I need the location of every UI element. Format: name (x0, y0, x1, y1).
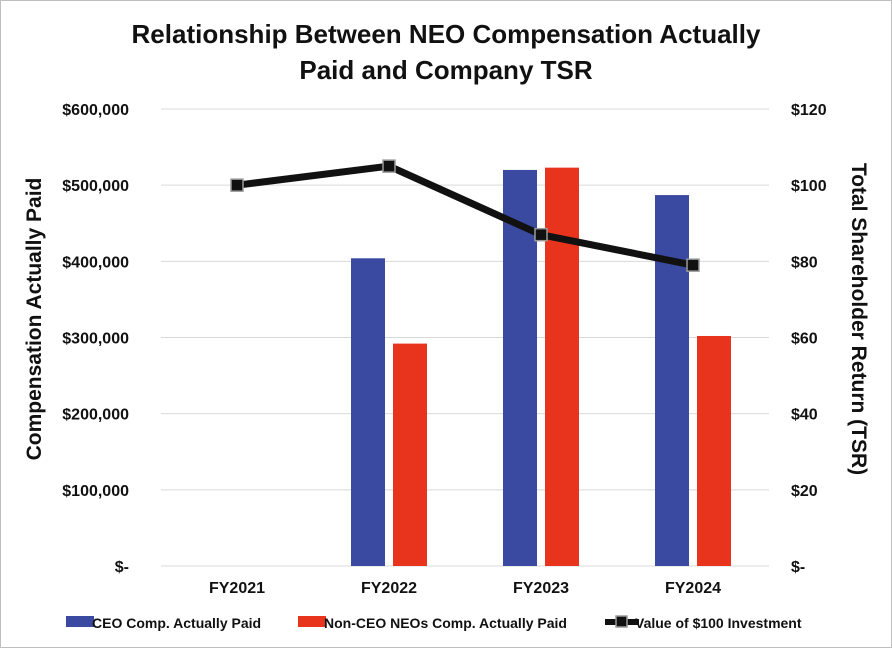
legend-label-non-ceo: Non-CEO NEOs Comp. Actually Paid (324, 615, 567, 631)
x-axis-ticks: FY2021 FY2022 FY2023 FY2024 (209, 580, 721, 597)
x-tick-label: FY2022 (361, 580, 417, 597)
legend-swatch-non-ceo (298, 616, 326, 627)
legend-marker-tsr (615, 615, 628, 628)
left-axis-title: Compensation Actually Paid (23, 178, 46, 461)
right-axis-title: Total Shareholder Return (TSR) (847, 163, 870, 475)
legend: CEO Comp. Actually Paid Non-CEO NEOs Com… (66, 615, 802, 631)
ceo-bar-fy2022 (351, 258, 385, 566)
tsr-line (236, 162, 694, 269)
x-tick-label: FY2023 (513, 580, 569, 597)
right-tick-label: $100 (791, 178, 827, 195)
right-axis-ticks: $- $20 $40 $60 $80 $100 $120 (791, 102, 827, 576)
legend-label-ceo: CEO Comp. Actually Paid (92, 615, 261, 631)
x-tick-label: FY2024 (665, 580, 721, 597)
tsr-marker-fy2024 (686, 258, 700, 272)
chart-title-line-1: Relationship Between NEO Compensation Ac… (132, 19, 761, 49)
left-tick-label: $500,000 (62, 178, 129, 195)
right-tick-label: $80 (791, 254, 818, 271)
ceo-bar-fy2024 (655, 195, 689, 566)
left-tick-label: $- (115, 559, 129, 576)
tsr-marker-fy2023 (534, 227, 548, 242)
ceo-bar-fy2023 (503, 169, 537, 566)
right-tick-label: $120 (791, 102, 827, 119)
right-tick-label: $- (791, 559, 805, 576)
bars (351, 167, 731, 567)
legend-label-tsr: Value of $100 Investment (635, 615, 802, 631)
chart-title-line-2: Paid and Company TSR (299, 55, 592, 85)
left-axis-ticks: $- $100,000 $200,000 $300,000 $400,000 $500,0… (62, 102, 129, 576)
right-tick-label: $40 (791, 407, 818, 424)
right-tick-label: $60 (791, 331, 818, 348)
tsr-line-group (230, 159, 700, 272)
legend-swatch-ceo (66, 616, 94, 627)
right-tick-label: $20 (791, 483, 818, 500)
x-tick-label: FY2021 (209, 580, 265, 597)
tsr-marker-fy2021 (230, 178, 244, 192)
left-tick-label: $300,000 (62, 331, 129, 348)
non-ceo-bar-fy2023 (545, 167, 579, 567)
non-ceo-bar-fy2024 (697, 335, 731, 566)
tsr-marker-fy2022 (382, 159, 396, 173)
left-tick-label: $600,000 (62, 102, 129, 119)
left-tick-label: $100,000 (62, 483, 129, 500)
left-tick-label: $400,000 (62, 254, 129, 271)
non-ceo-bar-fy2022 (393, 343, 427, 566)
left-tick-label: $200,000 (62, 407, 129, 424)
